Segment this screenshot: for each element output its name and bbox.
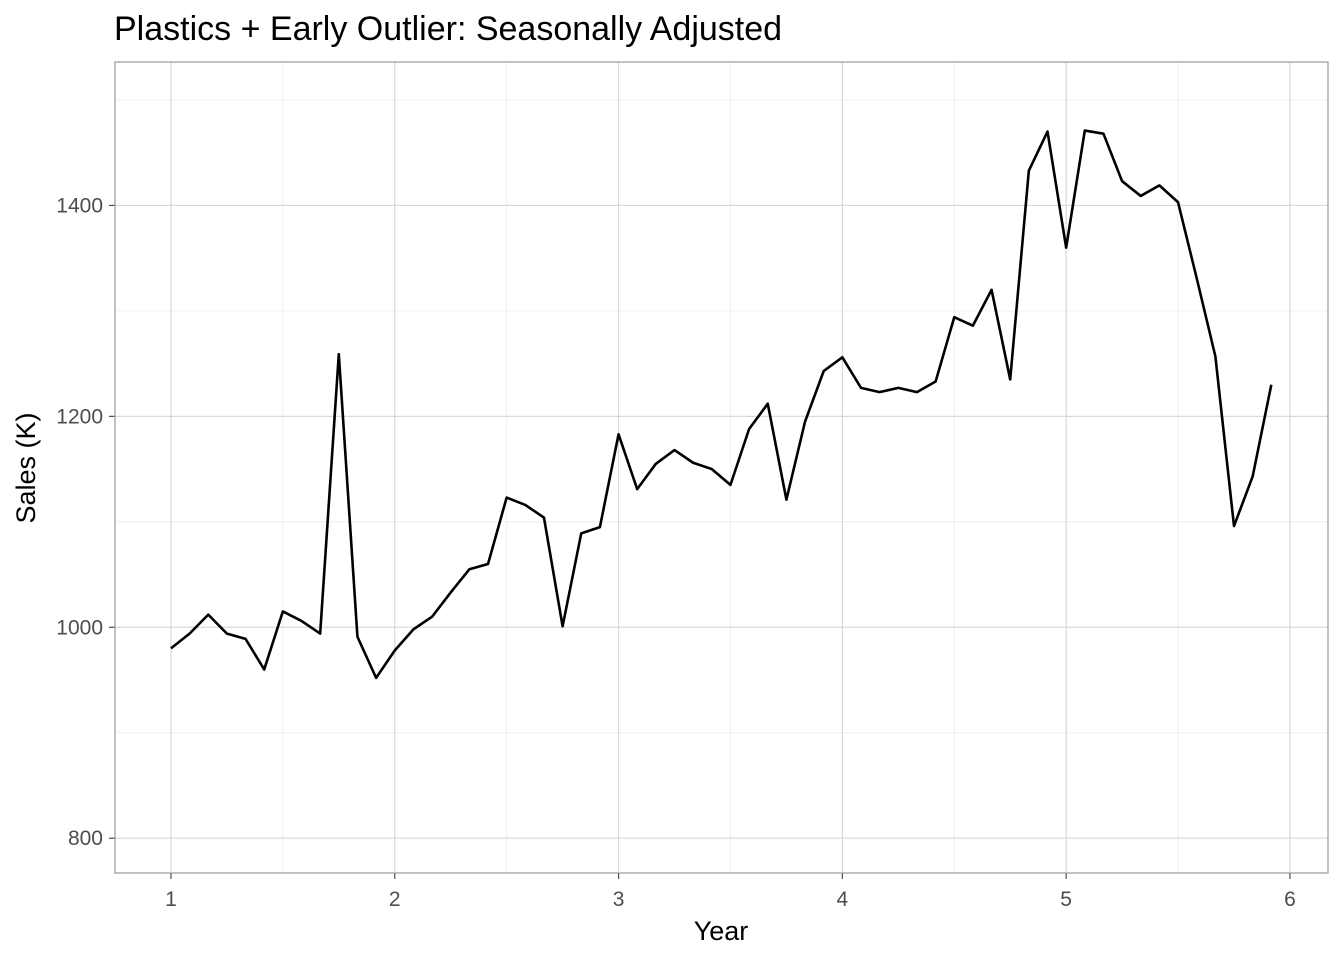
x-axis-title: Year [694,916,749,946]
series-layer [170,129,1273,680]
x-tick-label: 3 [613,888,625,911]
chart-title: Plastics + Early Outlier: Seasonally Adj… [114,10,782,48]
x-tick-label: 5 [1060,888,1072,911]
grid [115,62,1328,873]
y-tick-label: 1200 [56,405,103,428]
series-line [170,129,1273,680]
axis-ticks: 1 2 3 4 5 6 800 1000 1200 1400 [56,194,1296,911]
x-tick-label: 2 [389,888,401,911]
y-tick-label: 1000 [56,616,103,639]
y-axis-title: Sales (K) [11,412,41,523]
x-tick-label: 6 [1284,888,1296,911]
y-tick-label: 1400 [56,194,103,217]
plot-panel-border [114,61,1329,874]
y-tick-label: 800 [68,827,103,850]
x-tick-label: 1 [165,888,177,911]
x-tick-label: 4 [837,888,849,911]
